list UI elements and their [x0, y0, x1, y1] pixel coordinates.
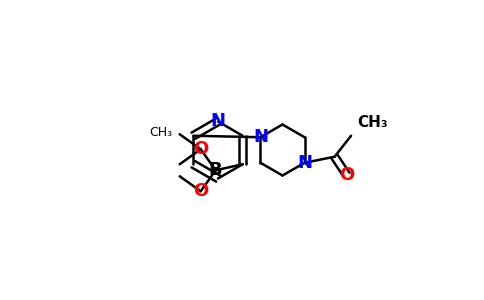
- Text: N: N: [211, 112, 226, 130]
- Text: N: N: [297, 154, 312, 172]
- Text: B: B: [209, 161, 223, 179]
- Text: O: O: [339, 166, 354, 184]
- Text: O: O: [193, 140, 208, 158]
- Text: N: N: [253, 128, 268, 146]
- Text: O: O: [193, 182, 208, 200]
- Text: CH₃: CH₃: [149, 126, 172, 139]
- Text: CH₃: CH₃: [357, 115, 388, 130]
